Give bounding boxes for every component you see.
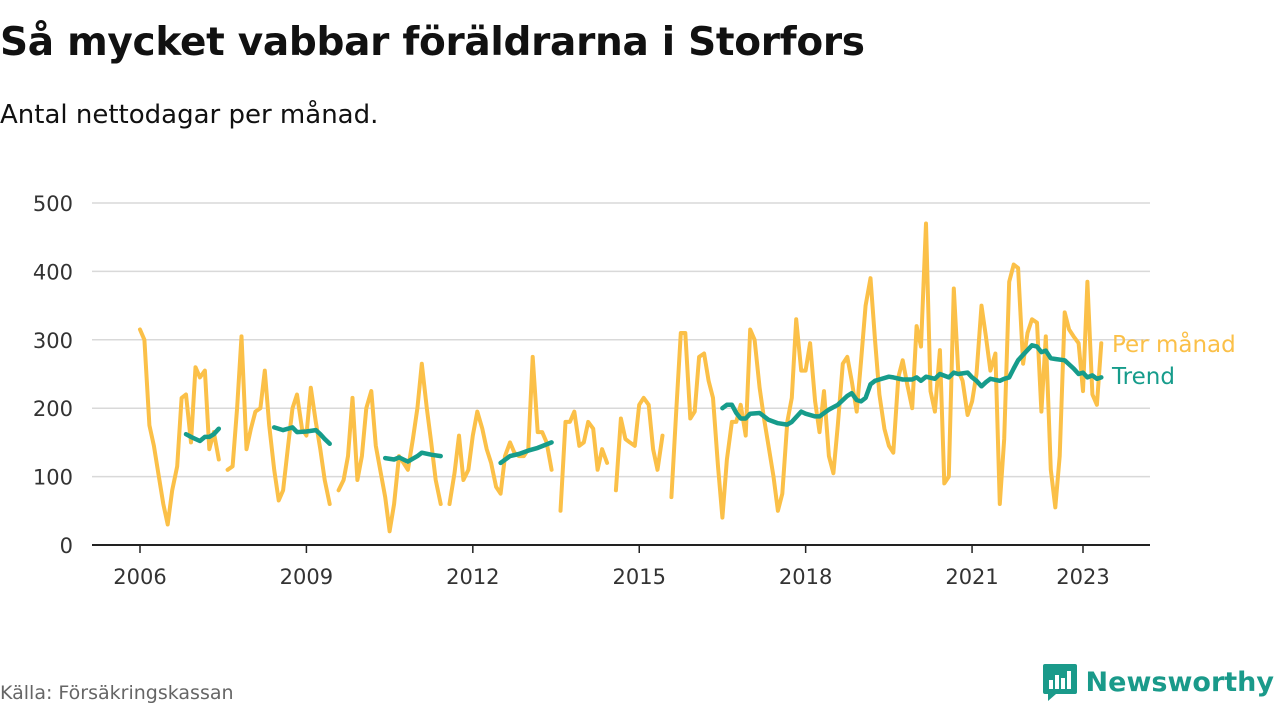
series-line-trend <box>183 426 222 444</box>
series-label: Per månad <box>1112 330 1236 358</box>
series-label: Trend <box>1111 364 1175 390</box>
x-tick-label: 2015 <box>613 565 666 589</box>
series-line-trend <box>271 425 332 447</box>
y-axis: 0 100 200 300 400 500 <box>33 192 73 558</box>
x-tick-label: 2023 <box>1056 565 1109 589</box>
series-line-per-manad <box>138 327 221 527</box>
page-title: Så mycket vabbar föräldrarna i Storfors <box>0 20 865 65</box>
x-tick-label: 2006 <box>113 565 166 589</box>
series-line-per-manad <box>669 221 1104 520</box>
grid-lines <box>92 202 1150 478</box>
series-line-trend <box>382 450 443 464</box>
series-line-per-manad <box>336 361 443 534</box>
series-line-trend <box>498 440 554 466</box>
series-line-per-manad <box>613 395 665 493</box>
bar-chart-icon <box>1042 664 1077 701</box>
x-tick-label: 2009 <box>280 565 333 589</box>
y-tick-label: 200 <box>33 397 73 421</box>
y-tick-label: 500 <box>33 192 73 216</box>
y-tick-label: 400 <box>33 260 73 284</box>
series-line-per-manad <box>558 409 610 513</box>
x-tick-label: 2018 <box>779 565 832 589</box>
x-tick-label: 2012 <box>446 565 499 589</box>
x-axis: 2006 2009 2012 2015 2018 2021 2023 <box>92 544 1150 589</box>
series-line-per-manad <box>447 354 554 506</box>
series-lines <box>138 221 1104 534</box>
y-tick-label: 0 <box>60 534 73 558</box>
series-line-trend <box>720 343 1104 427</box>
series-labels: Per månad Trend <box>1111 330 1236 390</box>
y-tick-label: 300 <box>33 329 73 353</box>
series-line-per-manad <box>225 334 332 506</box>
x-tick-label: 2021 <box>945 565 998 589</box>
brand-logo[interactable]: Newsworthy <box>1042 662 1274 702</box>
brand-name: Newsworthy <box>1085 666 1274 698</box>
y-tick-label: 100 <box>33 466 73 490</box>
source-note: Källa: Försäkringskassan <box>0 682 234 704</box>
page-subtitle: Antal nettodagar per månad. <box>0 100 379 130</box>
